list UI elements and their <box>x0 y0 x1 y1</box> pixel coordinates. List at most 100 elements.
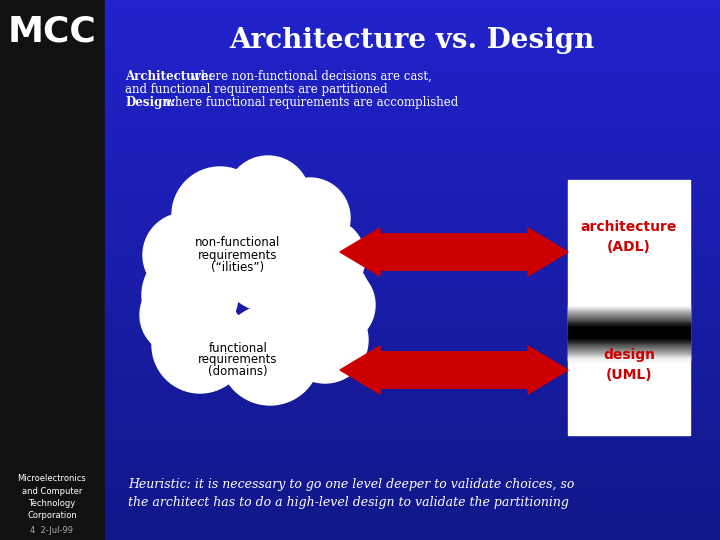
Bar <box>568 316 690 318</box>
Bar <box>568 325 690 327</box>
Text: (“ilities”): (“ilities”) <box>212 260 264 273</box>
Bar <box>105 430 720 440</box>
Bar <box>568 342 690 344</box>
Bar <box>105 340 720 350</box>
Bar <box>105 170 720 180</box>
Bar <box>568 327 690 328</box>
Bar <box>568 332 690 333</box>
Bar <box>105 290 720 300</box>
Bar <box>105 20 720 30</box>
Bar <box>568 354 690 355</box>
Text: architecture
(ADL): architecture (ADL) <box>581 220 678 254</box>
Bar <box>568 350 690 352</box>
Bar <box>105 230 720 240</box>
Bar <box>105 220 720 230</box>
Bar <box>568 349 690 350</box>
Text: design
(UML): design (UML) <box>603 348 655 382</box>
Bar <box>568 330 690 332</box>
Bar <box>105 260 720 270</box>
Bar <box>568 310 690 312</box>
Bar <box>0 0 105 540</box>
Bar <box>105 480 720 490</box>
Circle shape <box>280 253 370 343</box>
Bar <box>105 310 720 320</box>
Bar <box>105 30 720 40</box>
Circle shape <box>282 297 368 383</box>
Bar <box>105 90 720 100</box>
Bar <box>568 315 690 316</box>
Bar <box>105 270 720 280</box>
Bar <box>568 324 690 326</box>
Bar <box>568 323 690 325</box>
Text: Architecture:: Architecture: <box>125 70 213 83</box>
Bar <box>105 370 720 380</box>
Bar <box>568 333 690 334</box>
Text: 4  2-Jul-99: 4 2-Jul-99 <box>30 526 73 535</box>
Bar <box>105 440 720 450</box>
Bar <box>105 0 720 10</box>
Bar <box>105 140 720 150</box>
Text: (domains): (domains) <box>208 366 268 379</box>
Text: Design:: Design: <box>125 96 175 109</box>
Bar <box>568 339 690 340</box>
Bar <box>568 359 690 361</box>
Bar <box>105 500 720 510</box>
Bar <box>105 410 720 420</box>
Circle shape <box>152 297 248 393</box>
Bar <box>105 240 720 250</box>
Bar <box>105 460 720 470</box>
Bar <box>105 520 720 530</box>
Bar <box>105 200 720 210</box>
Bar <box>568 329 690 330</box>
Bar <box>568 306 690 307</box>
Circle shape <box>270 178 350 258</box>
Bar <box>568 319 690 320</box>
Bar <box>568 335 690 336</box>
Circle shape <box>285 218 365 298</box>
Bar <box>568 347 690 349</box>
Circle shape <box>220 305 320 405</box>
Bar <box>568 305 690 306</box>
Bar <box>105 10 720 20</box>
Bar <box>568 328 690 329</box>
Bar <box>105 150 720 160</box>
Bar <box>568 312 690 313</box>
Bar <box>105 40 720 50</box>
Bar <box>568 345 690 346</box>
Bar <box>105 350 720 360</box>
Text: Microelectronics
and Computer
Technology
Corporation: Microelectronics and Computer Technology… <box>17 474 86 521</box>
Text: functional: functional <box>209 341 267 354</box>
Bar <box>568 354 690 356</box>
Bar <box>105 420 720 430</box>
Bar <box>568 356 690 357</box>
Bar <box>105 490 720 500</box>
Bar <box>105 100 720 110</box>
Text: requirements: requirements <box>198 354 278 367</box>
Bar <box>568 351 690 352</box>
Bar <box>568 341 690 342</box>
Circle shape <box>142 247 238 343</box>
Bar <box>568 348 690 349</box>
Bar <box>105 110 720 120</box>
Bar <box>105 400 720 410</box>
Bar <box>568 352 690 353</box>
Bar <box>568 340 690 341</box>
Bar <box>105 210 720 220</box>
Bar <box>105 50 720 60</box>
Polygon shape <box>340 228 568 276</box>
Bar <box>105 320 720 330</box>
Bar <box>105 160 720 170</box>
Bar <box>105 60 720 70</box>
Circle shape <box>172 167 268 263</box>
Bar <box>105 130 720 140</box>
Bar <box>568 346 690 347</box>
Text: requirements: requirements <box>198 248 278 261</box>
Bar <box>568 317 690 319</box>
Text: where non-functional decisions are cast,: where non-functional decisions are cast, <box>191 70 432 83</box>
Bar <box>568 358 690 360</box>
Bar <box>568 320 690 321</box>
Bar <box>568 312 690 314</box>
Bar <box>568 355 690 357</box>
Text: MCC: MCC <box>8 15 96 49</box>
Bar <box>568 337 690 339</box>
